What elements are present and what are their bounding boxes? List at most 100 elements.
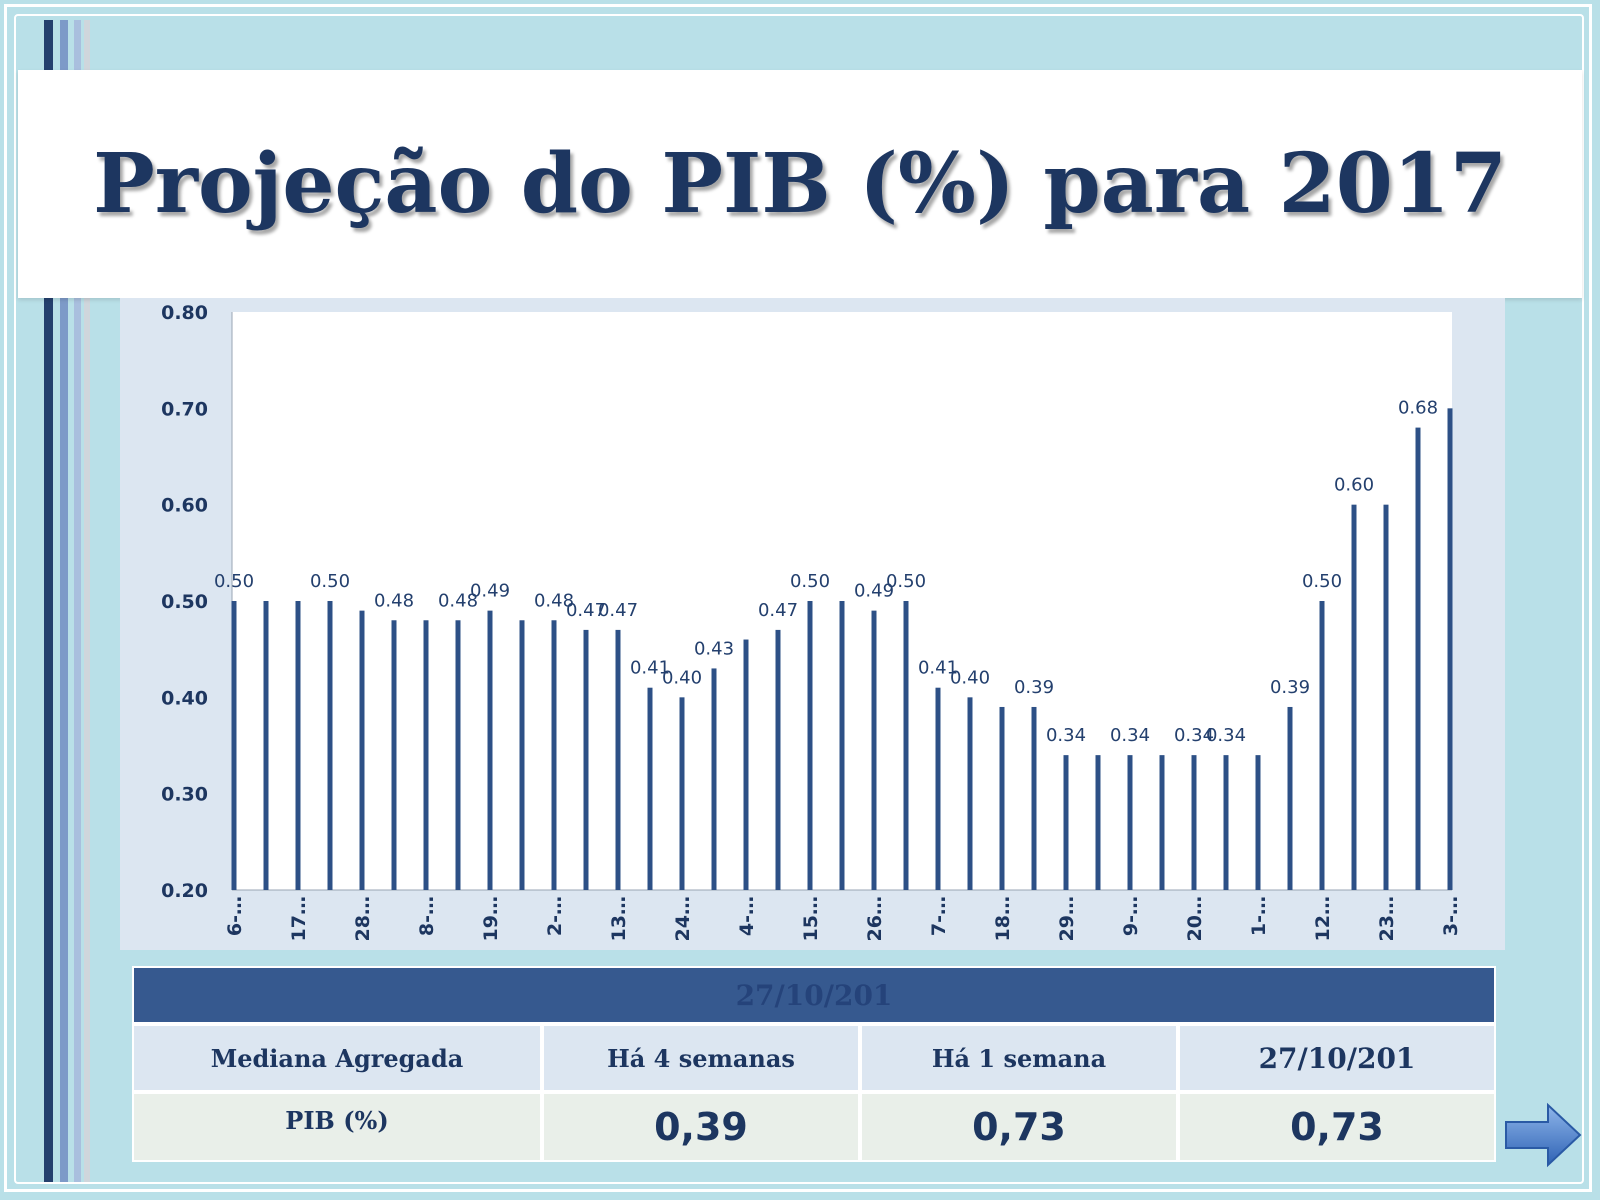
bar bbox=[487, 610, 493, 890]
bar bbox=[359, 610, 365, 890]
bar bbox=[455, 620, 461, 890]
y-tick-label: 0.50 bbox=[161, 591, 208, 613]
value-4-semanas: 0,39 bbox=[544, 1094, 858, 1160]
data-label: 0.41 bbox=[630, 658, 670, 679]
decorative-stripe-light bbox=[74, 20, 81, 1182]
data-label: 0.50 bbox=[214, 571, 254, 592]
bar bbox=[295, 601, 301, 890]
bar bbox=[391, 620, 397, 890]
data-label: 0.47 bbox=[566, 600, 606, 621]
bar bbox=[231, 601, 237, 890]
y-tick-label: 0.80 bbox=[161, 302, 208, 324]
chart-panel: 0.80 0.70 0.60 0.50 0.40 0.30 0.20 0.50 0.50 0.4… bbox=[120, 298, 1590, 950]
bar bbox=[807, 601, 813, 890]
x-tick-label: 20… bbox=[1184, 896, 1206, 941]
bar bbox=[647, 687, 653, 890]
x-tick-label: 19… bbox=[480, 896, 502, 941]
bar bbox=[679, 697, 685, 890]
row-label-pib: PIB (%) bbox=[134, 1094, 540, 1160]
summary-table: 27/10/201 Mediana Agregada Há 4 semanas … bbox=[132, 966, 1496, 1162]
bar bbox=[1383, 504, 1389, 890]
x-tick-label: 23… bbox=[1376, 896, 1398, 941]
data-label: 0.34 bbox=[1110, 725, 1150, 746]
bar bbox=[327, 601, 333, 890]
data-label: 0.34 bbox=[1174, 725, 1214, 746]
summary-header: 27/10/201 bbox=[134, 968, 1494, 1022]
bar-chart: 0.800.700.600.500.400.300.20 0.50 0.500.4… bbox=[161, 302, 1590, 941]
title-band: Projeção do PIB (%) para 2017 bbox=[18, 70, 1582, 298]
bar bbox=[1159, 755, 1165, 890]
bar bbox=[1255, 755, 1261, 890]
bar bbox=[743, 639, 749, 890]
data-label: 0.41 bbox=[918, 658, 958, 679]
bar bbox=[1095, 755, 1101, 890]
value-current: 0,73 bbox=[1180, 1094, 1494, 1160]
col-header-1-semana: Há 1 semana bbox=[862, 1026, 1176, 1090]
right-arrow-icon[interactable] bbox=[1504, 1102, 1582, 1168]
x-tick-label: 4-… bbox=[736, 896, 758, 936]
data-label: 0.40 bbox=[950, 667, 990, 688]
x-tick-label: 13… bbox=[608, 896, 630, 941]
x-tick-label: 7-… bbox=[928, 896, 950, 936]
x-tick-label: 17… bbox=[288, 896, 310, 941]
bar bbox=[551, 620, 557, 890]
data-label: 0.40 bbox=[662, 667, 702, 688]
data-label: 0.47 bbox=[598, 600, 638, 621]
bar bbox=[903, 601, 909, 890]
x-tick-label: 18… bbox=[992, 896, 1014, 941]
data-label: 0.48 bbox=[438, 590, 478, 611]
bar bbox=[1447, 408, 1453, 890]
col-header-mediana: Mediana Agregada bbox=[134, 1026, 540, 1090]
bar bbox=[1287, 706, 1293, 890]
col-header-4-semanas: Há 4 semanas bbox=[544, 1026, 858, 1090]
x-tick-label: 6-… bbox=[224, 896, 246, 936]
bar bbox=[999, 706, 1005, 890]
x-tick-label: 12… bbox=[1312, 896, 1334, 941]
x-tick-label: 15… bbox=[800, 896, 822, 941]
bar bbox=[1191, 755, 1197, 890]
data-label: 0.50 bbox=[1302, 571, 1342, 592]
value-1-semana: 0,73 bbox=[862, 1094, 1176, 1160]
data-label: 0.34 bbox=[1206, 725, 1246, 746]
data-label: 0.60 bbox=[1334, 475, 1374, 496]
data-label: 0.49 bbox=[854, 581, 894, 602]
bar bbox=[935, 687, 941, 890]
slide-title: Projeção do PIB (%) para 2017 bbox=[93, 136, 1507, 232]
y-tick-label: 0.60 bbox=[161, 495, 208, 517]
decorative-stripe-dark bbox=[44, 20, 53, 1182]
data-label: 0.39 bbox=[1270, 677, 1310, 698]
x-tick-label: 28… bbox=[352, 896, 374, 941]
data-label: 0.68 bbox=[1398, 398, 1438, 419]
bar bbox=[871, 610, 877, 890]
bar bbox=[1063, 755, 1069, 890]
data-label: 0.47 bbox=[758, 600, 798, 621]
data-label: 0.50 bbox=[886, 571, 926, 592]
bar bbox=[775, 629, 781, 890]
data-label: 0.34 bbox=[1046, 725, 1086, 746]
data-label: 0.50 bbox=[790, 571, 830, 592]
bar bbox=[1031, 706, 1037, 890]
bar bbox=[263, 601, 269, 890]
col-header-date: 27/10/201 bbox=[1180, 1026, 1494, 1090]
x-tick-label: 29… bbox=[1056, 896, 1078, 941]
bar bbox=[615, 629, 621, 890]
bar bbox=[967, 697, 973, 890]
inner-frame bbox=[14, 14, 1584, 1184]
data-label: 0.50 bbox=[310, 571, 350, 592]
bar bbox=[1319, 601, 1325, 890]
bar bbox=[519, 620, 525, 890]
bar bbox=[1415, 427, 1421, 890]
bar bbox=[1127, 755, 1133, 890]
x-tick-label: 9-… bbox=[1120, 896, 1142, 936]
y-tick-label: 0.70 bbox=[161, 398, 208, 420]
x-tick-label: 26… bbox=[864, 896, 886, 941]
y-tick-label: 0.20 bbox=[161, 880, 208, 902]
decorative-stripe-gray bbox=[84, 20, 90, 1182]
data-label: 0.43 bbox=[694, 638, 734, 659]
bar bbox=[839, 601, 845, 890]
bar bbox=[423, 620, 429, 890]
data-label: 0.48 bbox=[534, 590, 574, 611]
decorative-stripe-mid bbox=[60, 20, 68, 1182]
x-tick-label: 8-… bbox=[416, 896, 438, 936]
y-tick-label: 0.30 bbox=[161, 784, 208, 806]
